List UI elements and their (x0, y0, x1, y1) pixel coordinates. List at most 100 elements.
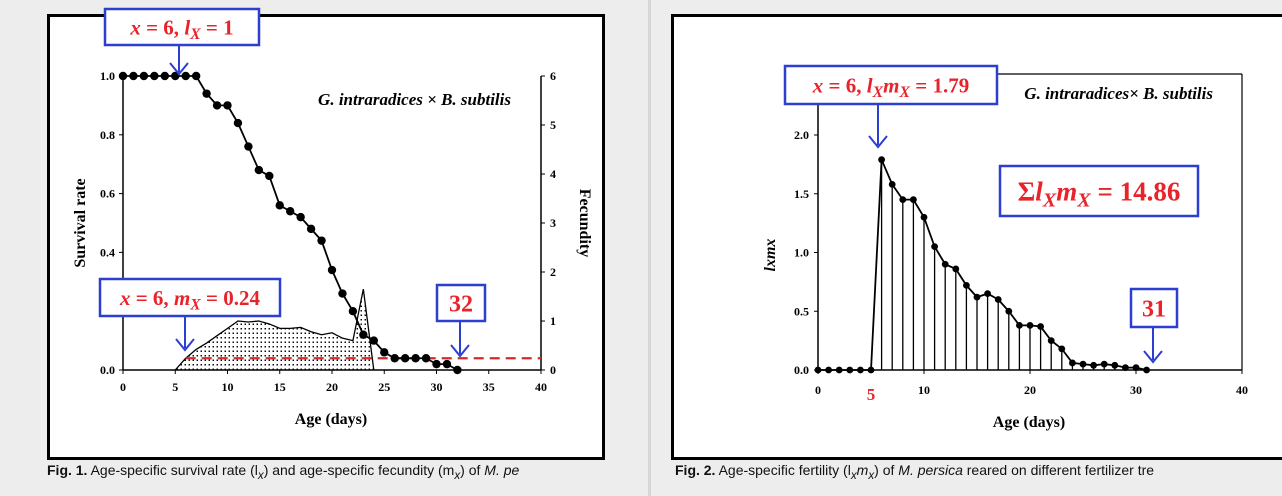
survival-point (212, 101, 222, 110)
caption-text: Age-specific fertility (l (715, 462, 851, 478)
legend-text: G. intraradices × B. subtilis (318, 90, 511, 109)
x-tick-label: 0 (120, 380, 126, 394)
survival-point (223, 101, 232, 110)
caption-species: M. persica (898, 462, 963, 478)
fertility-point (1016, 321, 1023, 329)
caption-text: ) and age-specific fecundity (m (263, 462, 455, 478)
caption-species: M. pe (484, 462, 520, 478)
panel-divider (648, 0, 651, 496)
x-tick-label: 20 (1024, 383, 1036, 397)
y-axis-label: lxmx (762, 239, 779, 272)
y-tick-label: 0.5 (794, 304, 809, 318)
figure-1-caption: Fig. 1. Age-specific survival rate (lx) … (47, 462, 602, 492)
survival-point (338, 289, 347, 298)
survival-point (369, 336, 378, 345)
callout-arrow-icon (1143, 350, 1163, 364)
callout-text: x = 6, lXmX = 1.79 (812, 73, 969, 101)
survival-point (244, 142, 253, 151)
fertility-point (941, 260, 949, 268)
fertility-point (952, 265, 960, 273)
fertility-point (899, 196, 907, 204)
figure-2-caption: Fig. 2. Age-specific fertility (lxmx) of… (675, 462, 1282, 492)
survival-point (432, 359, 441, 369)
survival-point (265, 171, 274, 181)
survival-point (191, 71, 201, 81)
fertility-point (1005, 307, 1013, 315)
y2-tick-label: 5 (550, 118, 556, 132)
fertility-point (1143, 366, 1150, 374)
caption-text: ) of (460, 462, 485, 478)
fertility-point (973, 293, 981, 301)
x-tick-label: 35 (483, 380, 495, 394)
fertility-point (920, 213, 928, 221)
y-axis-label: Survival rate (72, 178, 89, 267)
caption-text: reared on different fertilizer tre (962, 462, 1155, 478)
y-tick-label: 1.5 (794, 187, 809, 201)
callout-text: x = 6, lX = 1 (129, 15, 233, 43)
y-tick-label: 0.0 (100, 363, 115, 377)
caption-sub: x (257, 468, 264, 482)
fertility-point (1047, 337, 1055, 345)
caption-sub: x (868, 468, 875, 482)
fertility-point (1079, 360, 1087, 368)
y-tick-label: 0.6 (100, 187, 115, 201)
caption-sub: x (454, 468, 461, 482)
caption-label: Fig. 1. (47, 462, 88, 478)
fertility-point (994, 296, 1002, 303)
figure-1-chart: 05101520253035400.00.20.40.60.81.0012345… (72, 7, 593, 428)
callout-text: 31 (1142, 296, 1166, 322)
y2-tick-label: 0 (550, 363, 556, 377)
x-tick-label: 40 (535, 380, 547, 394)
survival-point (359, 330, 368, 339)
survival-point (233, 118, 243, 128)
x-tick-label: 10 (222, 380, 234, 394)
callout-box (103, 7, 261, 47)
figure-2-chart: 0 10 20 30 40 5 0.0 0.5 1.0 1.5 2.0 Age (days) lxmx G… (762, 64, 1248, 431)
fertility-point (1100, 360, 1108, 368)
figure-2-panel: 0 10 20 30 40 5 0.0 0.5 1.0 1.5 2.0 Age (days) lxmx G… (651, 0, 1282, 496)
x-axis-label: Age (days) (993, 414, 1065, 431)
fertility-point (846, 366, 854, 374)
marked-x-label: 5 (867, 385, 876, 404)
callout-box (1129, 287, 1179, 329)
survival-point (421, 354, 431, 363)
survival-point (380, 348, 389, 357)
caption-text: ) of (874, 462, 899, 478)
fertility-point (1132, 364, 1140, 372)
fertility-point (963, 282, 970, 289)
x-tick-label: 25 (378, 380, 390, 394)
y-tick-label: 2.0 (794, 128, 809, 142)
x-tick-label: 20 (326, 380, 338, 394)
fertility-point (1122, 364, 1129, 372)
y2-tick-label: 6 (550, 69, 556, 83)
survival-line (123, 75, 458, 371)
fertility-point (878, 156, 885, 164)
survival-point (139, 71, 149, 81)
survival-point (306, 224, 316, 234)
y2-axis-label: Fecundity (576, 189, 593, 257)
callout-arrow-icon (868, 135, 888, 149)
fertility-point (835, 366, 843, 374)
survival-point (275, 201, 284, 210)
survival-point (348, 307, 358, 316)
y-tick-label: 0.0 (794, 363, 809, 377)
fertility-point (825, 366, 832, 374)
survival-point (160, 71, 169, 81)
x-tick-label: 15 (274, 380, 286, 394)
fertility-point (867, 366, 875, 374)
fertility-point (888, 180, 896, 188)
survival-point (453, 365, 462, 375)
callout-text: x = 6, mX = 0.24 (119, 286, 261, 314)
survival-point (327, 265, 337, 275)
survival-point (118, 71, 128, 81)
caption-text: Age-specific survival rate (l (87, 462, 258, 478)
survival-point (411, 354, 420, 363)
y2-tick-label: 2 (550, 265, 556, 279)
fertility-point (1090, 361, 1097, 369)
figure-1-panel: 05101520253035400.00.20.40.60.81.0012345… (47, 7, 605, 492)
callout-box (435, 283, 487, 323)
fertility-point (1058, 345, 1066, 353)
fertility-point (1026, 321, 1034, 329)
y2-tick-label: 1 (550, 314, 556, 328)
survival-point (181, 71, 190, 81)
